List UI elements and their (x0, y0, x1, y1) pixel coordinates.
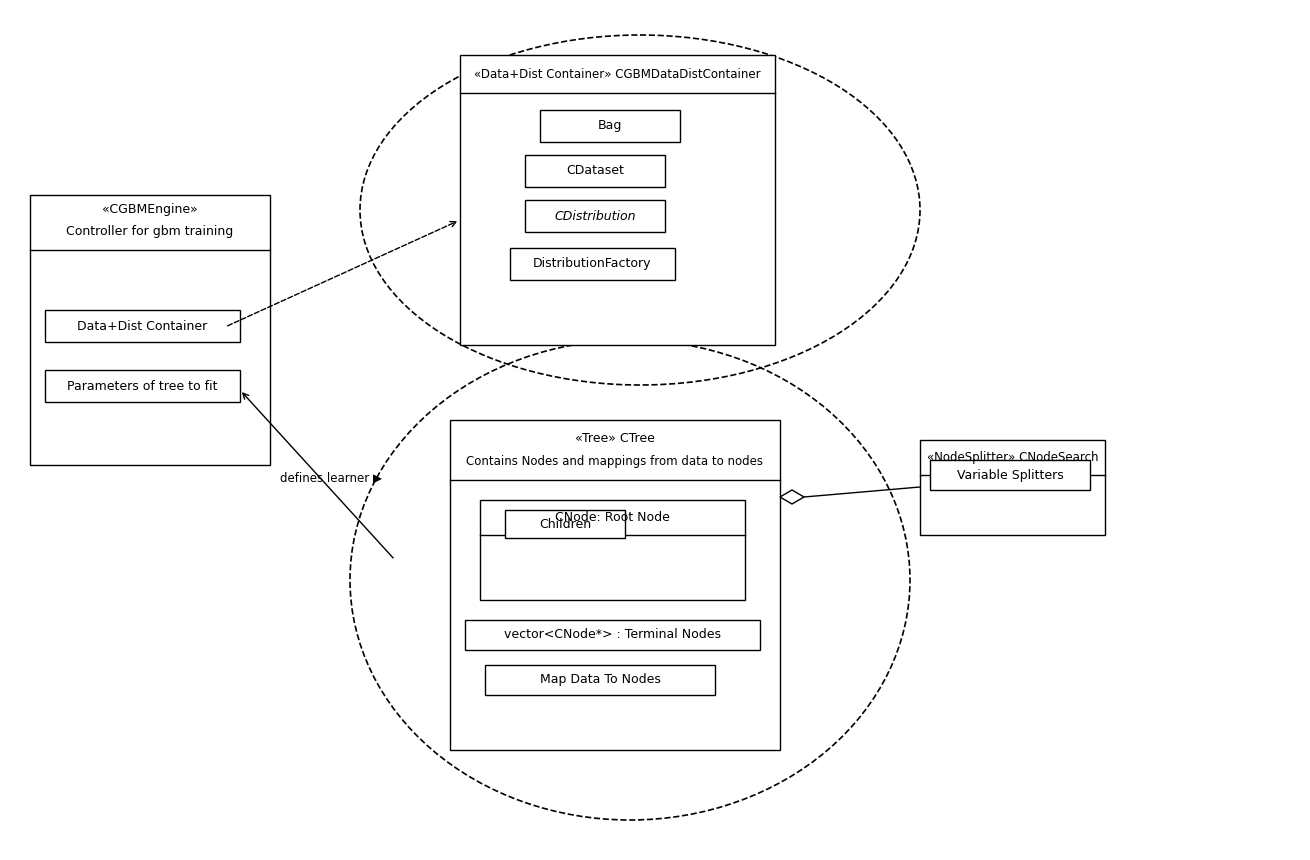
Bar (504, 510, 625, 538)
Text: «CGBMEngine»: «CGBMEngine» (102, 202, 198, 216)
Text: Contains Nodes and mappings from data to nodes: Contains Nodes and mappings from data to… (466, 456, 764, 469)
Bar (525, 155, 665, 187)
Text: Map Data To Nodes: Map Data To Nodes (540, 673, 660, 686)
Bar (465, 620, 760, 650)
Text: Parameters of tree to fit: Parameters of tree to fit (67, 379, 217, 392)
Text: «Data+Dist Container» CGBMDataDistContainer: «Data+Dist Container» CGBMDataDistContai… (474, 67, 761, 81)
Text: DistributionFactory: DistributionFactory (533, 257, 652, 271)
Bar (930, 460, 1090, 490)
Bar (30, 195, 270, 465)
Text: CDataset: CDataset (566, 164, 624, 177)
Text: Controller for gbm training: Controller for gbm training (67, 224, 233, 237)
Text: «NodeSplitter» CNodeSearch: «NodeSplitter» CNodeSearch (926, 451, 1098, 464)
Bar (510, 248, 675, 280)
Bar (45, 310, 240, 342)
Text: Variable Splitters: Variable Splitters (956, 469, 1064, 482)
Bar (485, 665, 715, 695)
Text: CDistribution: CDistribution (554, 210, 635, 223)
Bar (525, 200, 665, 232)
Text: vector<CNode*> : Terminal Nodes: vector<CNode*> : Terminal Nodes (504, 629, 720, 642)
Text: Children: Children (538, 518, 591, 531)
Bar (451, 420, 779, 750)
Text: defines learner ▶: defines learner ▶ (280, 471, 383, 484)
Bar (540, 110, 680, 142)
Bar (460, 55, 776, 345)
Text: Bag: Bag (597, 120, 622, 132)
Text: Data+Dist Container: Data+Dist Container (77, 320, 207, 333)
Bar (45, 370, 240, 402)
Text: «Tree» CTree: «Tree» CTree (575, 432, 655, 445)
Bar (920, 440, 1106, 535)
Text: CNode: Root Node: CNode: Root Node (555, 511, 669, 524)
Bar (479, 500, 745, 600)
